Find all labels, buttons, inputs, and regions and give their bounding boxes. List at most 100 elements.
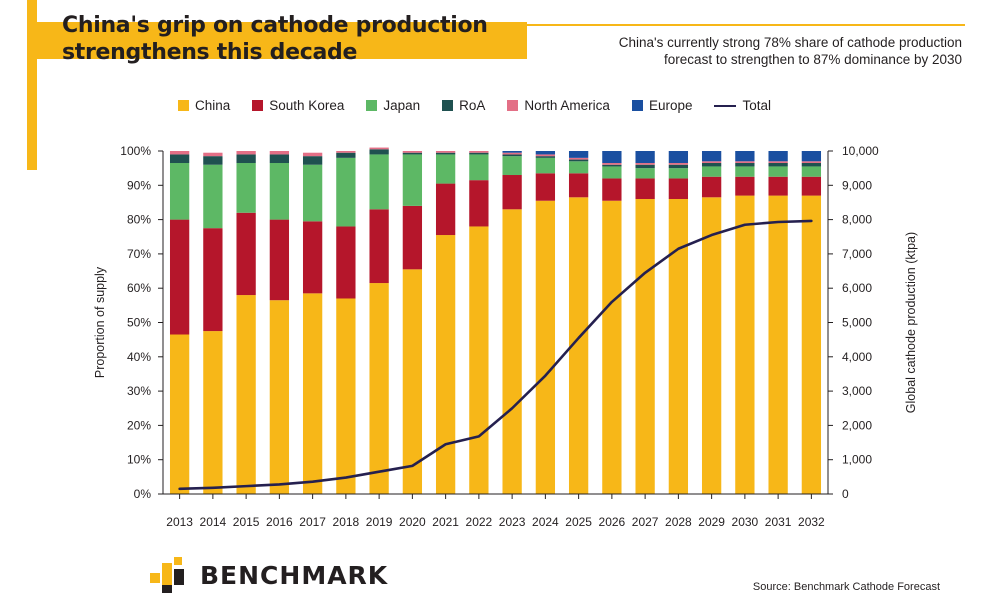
bar-north-america-2021 [435,151,456,153]
bar-north-america-2032 [801,161,822,164]
bar-japan-2017 [302,164,323,222]
bar-japan-2027 [635,168,655,179]
bar-europe-2029 [701,151,722,162]
bar-south-korea-2028 [668,178,689,200]
bar-china-2027 [635,199,655,494]
bar-south-korea-2018 [336,226,356,299]
bar-south-korea-2023 [502,175,522,210]
y-right-tick-label: 3,000 [842,384,872,398]
x-tick-label: 2020 [399,515,426,529]
x-tick-label: 2013 [166,515,193,529]
legend-item-north-america: North America [507,98,610,113]
legend-item-europe: Europe [631,98,693,113]
bar-north-america-2022 [469,151,489,153]
x-tick-label: 2014 [200,515,227,529]
bar-europe-2027 [635,151,655,164]
y-right-tick-label: 10,000 [842,144,879,158]
bar-europe-2026 [602,151,622,164]
y-right-tick-label: 7,000 [842,247,872,261]
bar-roa-2013 [169,154,190,164]
x-tick-label: 2026 [599,515,626,529]
accent-rule [527,24,965,26]
y-right-tick-label: 2,000 [842,418,872,432]
bar-roa-2019 [369,149,389,155]
y-left-tick-label: 80% [127,213,151,227]
bar-roa-2020 [402,152,423,155]
y-left-tick-label: 100% [120,144,151,158]
bar-japan-2019 [369,154,389,210]
bar-north-america-2030 [735,161,755,164]
bar-japan-2022 [469,154,489,181]
chart-subtitle: China's currently strong 78% share of ca… [542,34,962,68]
title-highlight [27,22,527,59]
bar-japan-2029 [701,166,722,177]
x-tick-label: 2024 [532,515,559,529]
bar-roa-2021 [435,152,456,155]
x-tick-label: 2019 [366,515,393,529]
bar-roa-2023 [502,154,522,157]
x-tick-label: 2030 [732,515,759,529]
bar-europe-2031 [768,151,788,162]
bar-roa-2032 [801,163,822,167]
bar-south-korea-2017 [302,221,323,294]
legend-item-south-korea: South Korea [252,98,344,113]
legend-label: RoA [459,98,486,113]
legend-item-china: China [178,98,230,113]
bar-china-2026 [602,200,622,495]
x-tick-label: 2028 [665,515,692,529]
y-left-tick-label: 30% [127,384,151,398]
bar-japan-2015 [236,163,256,213]
bar-europe-2025 [568,151,589,158]
legend-swatch [631,100,643,111]
bar-roa-2016 [269,154,290,164]
bar-china-2021 [435,235,456,494]
bar-europe-2028 [668,151,689,164]
y-left-tick-label: 50% [127,316,151,330]
brand-name: BENCHMARK [200,560,389,590]
bar-south-korea-2022 [469,180,489,227]
bar-north-america-2013 [169,151,190,155]
bar-north-america-2016 [269,151,290,155]
bar-china-2032 [801,195,822,494]
bar-roa-2030 [735,163,755,167]
bar-china-2024 [535,200,556,495]
subtitle-line-1: China's currently strong 78% share of ca… [618,35,962,50]
bar-europe-2032 [801,151,822,162]
legend-item-japan: Japan [366,98,420,113]
bar-japan-2032 [801,166,822,177]
y-left-tick-label: 90% [127,178,151,192]
legend-label: Europe [648,98,693,113]
bar-north-america-2020 [402,151,423,153]
bar-china-2029 [701,197,722,494]
bar-japan-2031 [768,166,788,177]
bar-japan-2016 [269,163,290,220]
bar-north-america-2026 [602,163,622,165]
bar-roa-2014 [203,156,223,165]
x-tick-label: 2016 [266,515,293,529]
bar-north-america-2025 [568,157,589,160]
bar-north-america-2031 [768,161,788,164]
bar-china-2018 [336,298,356,494]
legend-label: North America [524,98,610,113]
y-left-tick-label: 0% [134,487,152,501]
bar-south-korea-2015 [236,212,256,296]
y-right-tick-label: 1,000 [842,453,872,467]
bar-south-korea-2019 [369,209,389,284]
bar-china-2020 [402,269,423,494]
bar-china-2028 [668,199,689,494]
bar-south-korea-2032 [801,176,822,196]
x-tick-label: 2022 [466,515,493,529]
legend-swatch [714,104,737,107]
legend-swatch [366,100,378,111]
y-right-tick-label: 5,000 [842,316,872,330]
bar-south-korea-2014 [203,228,223,332]
bar-south-korea-2021 [435,183,456,236]
bar-north-america-2017 [302,152,323,157]
bar-south-korea-2020 [402,205,423,270]
legend-label: Japan [383,98,421,113]
bar-roa-2024 [535,156,556,158]
y-right-tick-label: 8,000 [842,213,872,227]
bar-roa-2027 [635,164,655,169]
bar-north-america-2023 [502,152,522,155]
legend-swatch [507,100,519,111]
